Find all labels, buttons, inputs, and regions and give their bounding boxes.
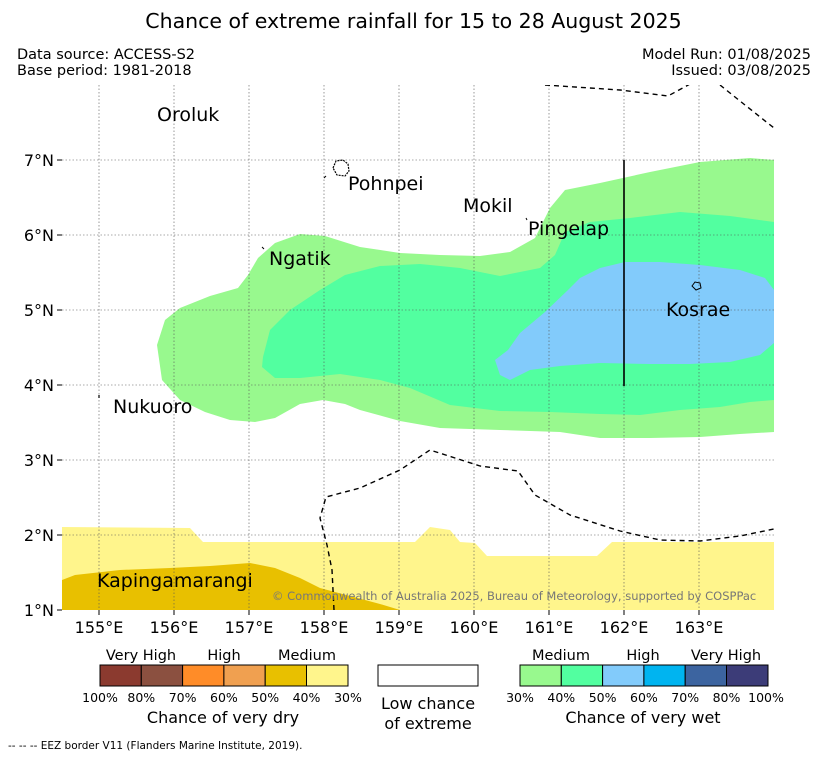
dry-50-60-region [62,563,400,610]
copyright-notice: © Commonwealth of Australia 2025, Bureau… [272,589,756,603]
wet-swatch-50-60 [602,664,645,687]
dry-swatch-50-40 [264,664,308,687]
wet-category-label: Medium [532,648,590,664]
y-tick-label: 4°N [24,376,54,395]
place-mokil: Mokil [463,195,513,217]
wet-category-label: Very High [691,648,761,664]
place-nukuoro: Nukuoro [113,396,192,418]
wet-category-label: High [626,648,659,664]
dry-category-label: High [207,648,240,664]
dry-swatch-80-70 [140,664,184,687]
place-pohnpei: Pohnpei [348,173,424,195]
dry-swatch-40-30 [306,664,349,687]
place-pingelap: Pingelap [528,218,609,240]
wet-pct-label: 30% [506,690,534,705]
issued-date: Issued: 03/08/2025 [671,63,811,79]
dry-swatch-60-50 [223,664,266,687]
x-tick-label: 158°E [300,618,349,637]
dry-pct-label: 50% [251,690,279,705]
x-tick-label: 163°E [675,618,724,637]
dry-pct-label: 30% [334,690,362,705]
y-tick-label: 3°N [24,451,54,470]
low-chance-line2: of extreme [384,714,471,733]
base-period: Base period: 1981-2018 [17,63,192,79]
place-ngatik: Ngatik [269,248,331,270]
wet-legend-title: Chance of very wet [565,708,720,727]
low-chance-swatch [377,664,479,687]
low-chance-legend: Low chance of extreme [377,664,479,733]
low-chance-line1: Low chance [381,694,475,713]
eez-footnote: -- -- -- EEZ border V11 (Flanders Marine… [8,740,303,752]
dry-pct-label: 40% [293,690,321,705]
dry-category-label: Medium [278,648,336,664]
dry-category-label: Very High [106,648,176,664]
x-tick-label: 157°E [225,618,274,637]
wet-pct-label: 80% [713,690,741,705]
wet-50-60-region [495,262,774,380]
wet-pct-label: 40% [547,690,575,705]
wet-pct-label: 50% [589,690,617,705]
x-tick-label: 159°E [375,618,424,637]
wet-legend: Medium High Very High 30% 40% 50% 60% 70… [506,648,784,727]
wet-pct-label: 60% [630,690,658,705]
wet-swatch-80-100 [726,664,769,687]
dry-pct-label: 70% [169,690,197,705]
dry-legend: Very High High Medium 100% 80% 70% 60% 5… [82,648,362,727]
y-tick-label: 5°N [24,301,54,320]
x-tick-label: 155°E [75,618,124,637]
wet-swatch-70-80 [684,664,728,687]
dry-pct-label: 100% [82,690,118,705]
x-tick-label: 161°E [525,618,574,637]
pohnpei-island-shape [332,159,350,177]
data-source: Data source: ACCESS-S2 [17,47,196,63]
model-run: Model Run: 01/08/2025 [641,47,811,63]
place-kosrae: Kosrae [666,299,730,321]
y-tick-label: 1°N [24,601,54,620]
dry-swatch-70-60 [182,664,225,687]
kosrae-island-shape [691,281,702,291]
y-tick-label: 6°N [24,226,54,245]
y-tick-label: 2°N [24,526,54,545]
place-oroluk: Oroluk [157,104,219,126]
dry-swatch-100-80 [99,664,142,687]
place-kapingamarangi: Kapingamarangi [97,570,253,592]
dry-legend-title: Chance of very dry [147,708,299,727]
map-title: Chance of extreme rainfall for 15 to 28 … [145,9,682,33]
eez-border [319,85,774,610]
wet-pct-label: 100% [748,690,784,705]
dry-pct-label: 60% [210,690,238,705]
x-tick-label: 156°E [150,618,199,637]
wet-swatch-60-70 [643,664,686,687]
x-tick-label: 160°E [450,618,499,637]
wet-swatch-30-40 [519,664,562,687]
wet-swatch-40-50 [560,664,604,687]
dry-pct-label: 80% [127,690,155,705]
y-tick-label: 7°N [24,151,54,170]
x-tick-label: 162°E [600,618,649,637]
wet-pct-label: 70% [671,690,699,705]
lat-lon-grid [62,85,774,610]
